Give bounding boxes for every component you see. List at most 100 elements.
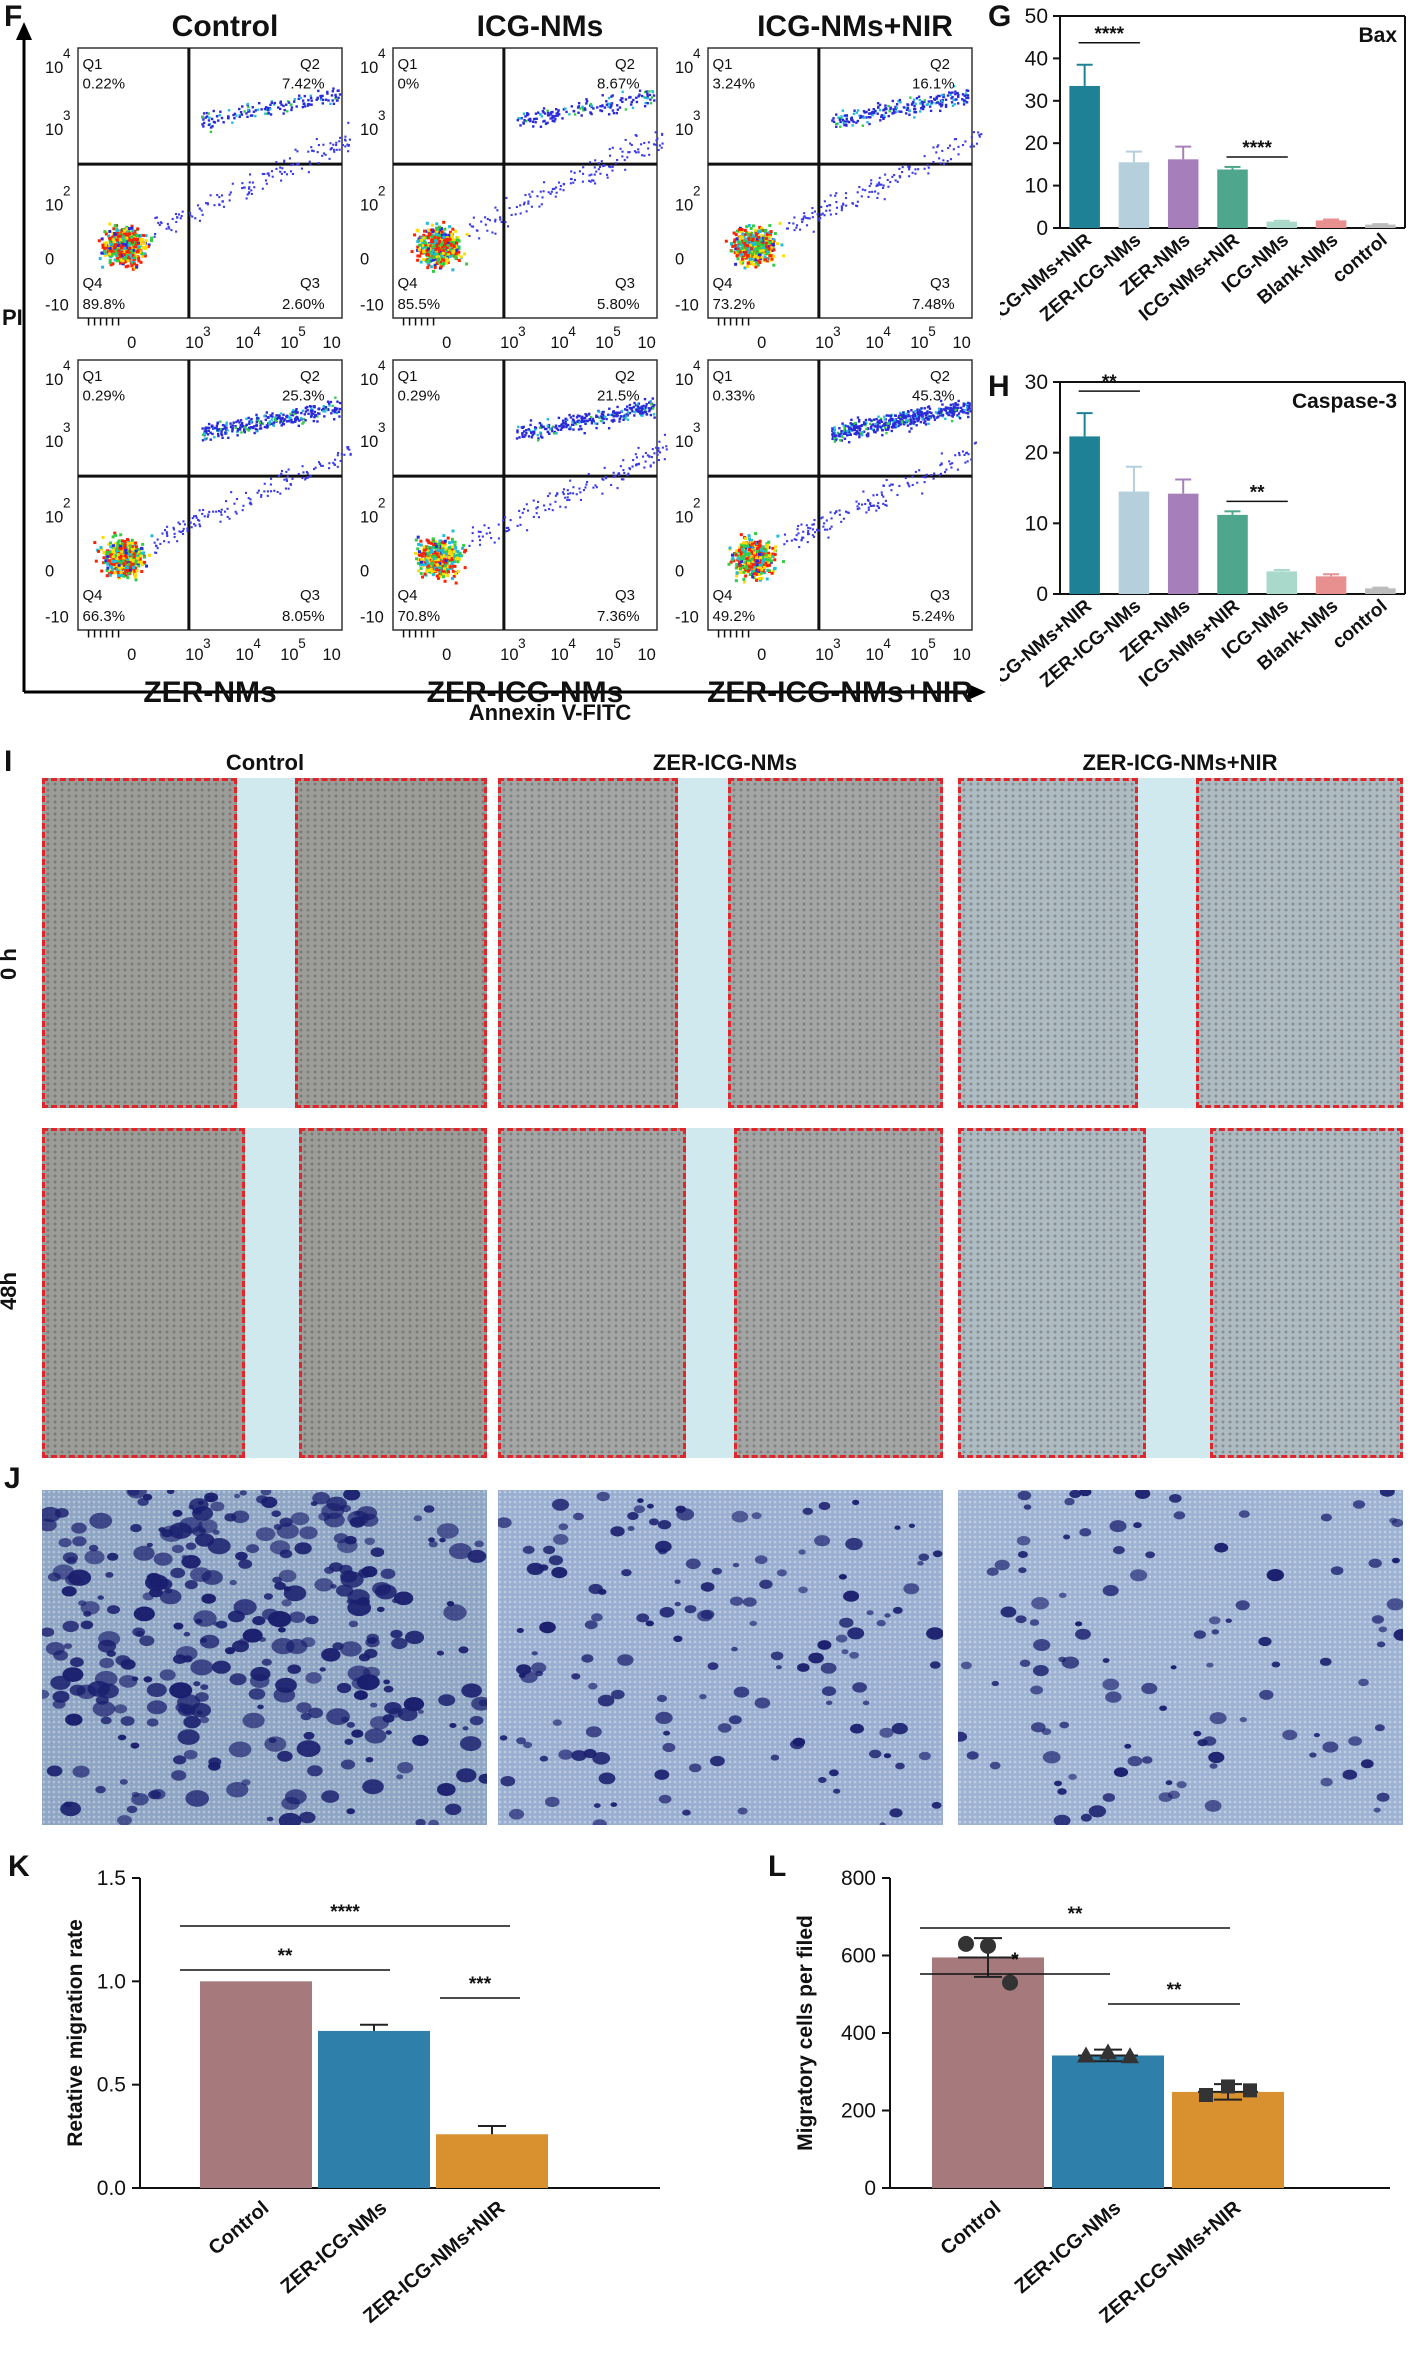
panel-letter-f: F [4,0,23,33]
flow-x-tick-exp: 5 [613,324,621,339]
flow-x-tick-label: 10 [595,334,613,352]
flow-plot-frame [392,359,658,631]
flow-q3-value: 8.05% [282,608,325,625]
flow-x-tick-label: 10 [550,646,568,664]
flow-y-tick-label: 10 [360,433,378,451]
flow-q2-label: Q2 [615,56,635,73]
panel-letter-j: J [4,1462,21,1495]
flow-x-tick-exp: 5 [613,636,621,651]
flow-y-tick-label: 10 [360,197,378,215]
scratch-cell-region-left [958,1128,1146,1458]
flow-x-tick-exp: 3 [203,324,211,339]
flow-plot-subtitle: ZER-ICG-NMs [427,676,624,709]
flow-q3-value: 7.36% [597,608,640,625]
flow-x-tick-exp: 4 [253,324,261,339]
flow-x-tick-exp: 4 [883,636,891,651]
flow-x-tick-exp: 3 [833,324,841,339]
bar-zer-icg-nms [1118,162,1150,228]
flow-y-tick-label: -10 [45,297,69,315]
flow-q2-label: Q2 [930,56,950,73]
transwell-image-1 [498,1490,943,1825]
flow-y-tick-label: 10 [675,371,693,389]
flow-x-axis-label: Annexin V-FITC [468,700,632,725]
flow-plot-3: 0 103104105101041031020-10Q13.24%Q216.1%Q… [675,10,983,352]
flow-x-tick-label: 10 [280,646,298,664]
chart-y-tick-label: 600 [841,1945,876,1968]
flow-y-tick-label: 10 [675,509,693,527]
flow-plot-frame [707,47,973,319]
flow-y-tick-exp: 3 [63,108,71,123]
flow-q3-value: 5.24% [912,608,955,625]
scratch-image-2-1 [958,1128,1403,1458]
flow-q1-value: 0.29% [398,388,441,405]
flow-y-tick-exp: 2 [63,184,71,199]
flow-y-tick-exp: 2 [63,496,71,511]
bar-zer-icg-nms [1118,491,1150,594]
flow-x-tick-label: 10 [500,334,518,352]
x-tick-label: Control [205,2197,274,2260]
flow-x-tick-exp: 3 [203,636,211,651]
flow-x-tick-exp: 3 [518,636,526,651]
flow-y-tick-label: 10 [675,197,693,215]
flow-q3-label: Q3 [930,587,950,604]
flow-plot-6: 0 103104105101041031020-10Q10.33%Q245.3%Q… [675,358,978,709]
significance-label: * [1011,1950,1019,1971]
chart-y-tick-label: 0 [1036,217,1048,240]
flow-x-tick-label: 10 [322,334,340,352]
flow-q1-value: 0.33% [713,388,756,405]
flow-q1-value: 0% [398,76,420,93]
flow-y-tick-label: 10 [675,121,693,139]
scratch-cell-region-left [958,778,1138,1108]
flow-q3-label: Q3 [300,587,320,604]
scratch-image-0-0 [42,778,487,1108]
flow-density-dots [97,87,351,271]
flow-q2-value: 16.1% [912,76,955,93]
flow-x-tick-label: 10 [280,334,298,352]
bar-zer-nms [1167,493,1199,594]
bar-control [200,1981,312,2188]
scratch-cell-region-left [498,1128,686,1458]
flow-x-tick-exp: 5 [928,324,936,339]
caspase-bar-chart: 0102030Caspase-3ZER-ICG-NMs+NIRZER-ICG-N… [1000,371,1406,720]
flow-y-tick-label: 0 [45,563,54,581]
chart-y-tick-label: 1.0 [97,1970,126,1993]
flow-y-tick-label: 10 [675,433,693,451]
flow-x-tick-label: 10 [910,334,928,352]
bar-zer-icg-nms [318,2030,430,2188]
flow-y-tick-exp: 3 [693,108,701,123]
flow-y-tick-exp: 3 [693,420,701,435]
data-point [1243,2083,1257,2098]
significance-label: ** [1167,1980,1182,2001]
bar-icg-nms [1266,571,1298,594]
chart-y-tick-label: 20 [1025,442,1048,465]
flow-q3-label: Q3 [615,275,635,292]
flow-y-tick-label: 0 [45,251,54,269]
flow-x-tick-label: 10 [185,646,203,664]
flow-q2-value: 21.5% [597,388,640,405]
chart-y-tick-label: 200 [841,2100,876,2123]
flow-q2-label: Q2 [300,368,320,385]
scratch-cell-region-right [1210,1128,1403,1458]
flow-density-dots [727,399,978,584]
transwell-cells [498,1491,943,1825]
flow-y-tick-label: 10 [45,197,63,215]
flow-x-tick-label: 0 [757,646,766,664]
flow-plot-1: 0 103104105101041031020-10Q10.22%Q27.42%Q… [45,10,351,352]
flow-q2-label: Q2 [615,368,635,385]
flow-y-axis-label: PI [2,305,23,330]
flow-q2-value: 25.3% [282,388,325,405]
scratch-row-48h: 48h [0,1272,21,1310]
scratch-cell-region-right [734,1128,943,1458]
flow-q3-value: 2.60% [282,296,325,313]
flow-q4-value: 49.2% [713,608,756,625]
flow-x-tick-exp: 4 [883,324,891,339]
transwell-image-2 [958,1490,1403,1825]
bax-bar-chart: 01020304050BaxZER-ICG-NMs+NIRZER-ICG-NMs… [1000,5,1406,354]
flow-x-tick-exp: 5 [298,324,306,339]
bar-zer-icg-nms [1052,2055,1164,2188]
flow-density-dots [414,397,668,585]
flow-x-tick-label: 10 [865,646,883,664]
flow-x-tick-label: 10 [550,334,568,352]
flow-y-tick-label: -10 [360,609,384,627]
migratory-cells-chart: 0 200 400 600 800 Migratory cells per filed Co… [794,1867,1390,2328]
